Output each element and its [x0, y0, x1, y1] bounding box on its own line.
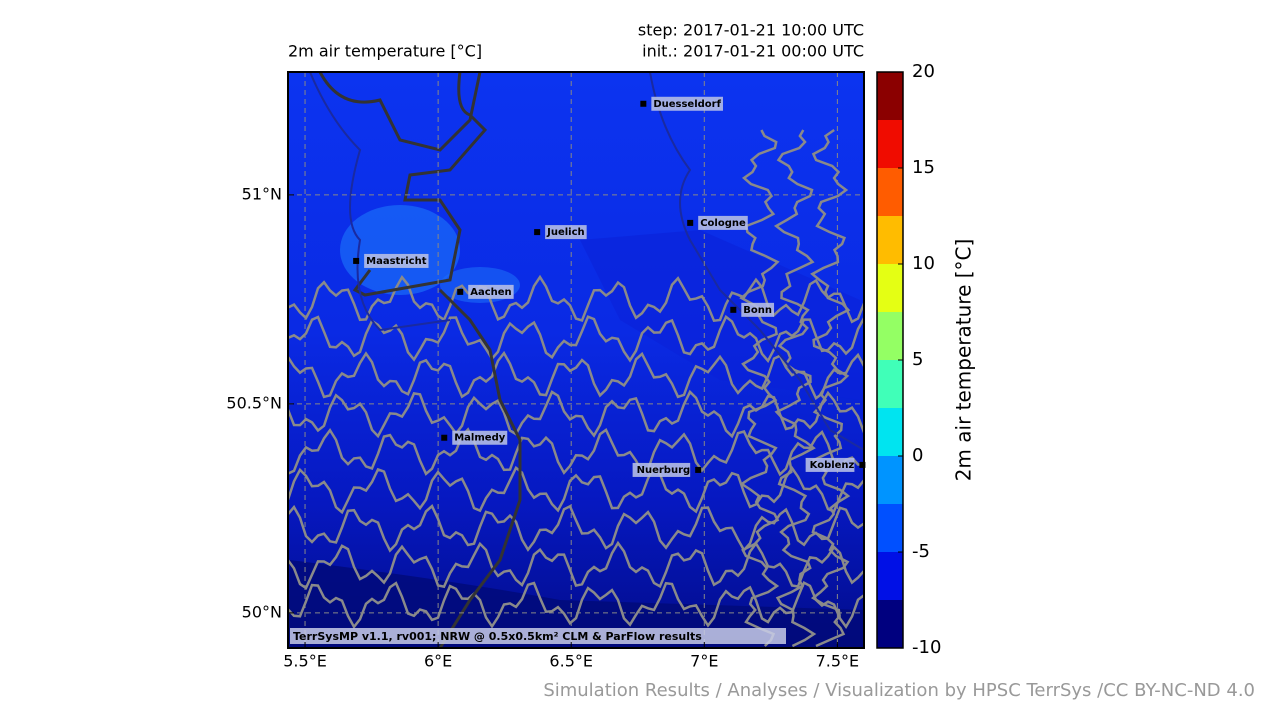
colorbar-band: [877, 312, 903, 360]
footnote-box: [290, 628, 786, 644]
city-label-box: [468, 284, 514, 299]
colorbar-band: [877, 72, 903, 120]
city-label: Maastricht: [366, 256, 427, 267]
step: step: 2017-01-21 10:00 UTC: [638, 21, 864, 40]
city-marker: [687, 219, 694, 226]
title: 2m air temperature [°C]: [288, 42, 482, 61]
city-label: Juelich: [546, 227, 585, 238]
colorbar-band: [877, 216, 903, 264]
city-label: Duesseldorf: [653, 99, 721, 110]
city-marker: [534, 229, 541, 236]
lon-tick-label: 5.5°E: [283, 652, 327, 671]
contours: [288, 128, 864, 648]
colorbar-band: [877, 120, 903, 168]
shade: [288, 560, 864, 648]
lat-tick-label: 50.5°N: [226, 393, 282, 412]
contour: [288, 350, 864, 401]
city-marker: [353, 257, 360, 264]
lat-tick-label: 50°N: [242, 602, 282, 621]
colorbar-tick-label: 10: [912, 253, 935, 274]
city-marker: [730, 306, 737, 313]
colorbar-tick-label: -5: [912, 541, 930, 562]
city-marker: [441, 434, 448, 441]
city-label: Malmedy: [454, 433, 505, 444]
city-label-box: [452, 430, 508, 445]
init: init.: 2017-01-21 00:00 UTC: [642, 42, 864, 61]
city-label-box: [805, 457, 855, 472]
colorbar-tick-label: 5: [912, 349, 923, 370]
colorbar-tick-label: 20: [912, 61, 935, 82]
lon-tick-label: 6°E: [424, 652, 452, 671]
colorbar-band: [877, 408, 903, 456]
border: [318, 72, 522, 648]
contour: [288, 314, 864, 364]
contour: [288, 540, 864, 590]
contour: [739, 129, 780, 647]
contour: [810, 128, 851, 648]
lon-tick-label: 7.5°E: [816, 652, 860, 671]
map-frame: [287, 71, 865, 649]
city-label-box: [651, 96, 723, 111]
cities: Duesseldorf Juelich Cologne Maastricht Aache…: [353, 96, 866, 477]
colorbar-band: [877, 600, 903, 648]
city-label: Cologne: [700, 218, 746, 229]
contour: [288, 580, 864, 630]
city-label: Nuerburg: [637, 465, 691, 476]
map: [288, 72, 864, 648]
colorbar-band: [877, 360, 903, 408]
lon-tick-label: 7°E: [690, 652, 718, 671]
contour: [773, 129, 817, 648]
city-label-box: [545, 225, 587, 240]
colorbar-band: [877, 456, 903, 504]
contour: [288, 465, 864, 515]
footnote: TerrSysMP v1.1, rv001; NRW @ 0.5x0.5km² …: [293, 630, 702, 643]
city-label: Bonn: [743, 305, 772, 316]
colorbar-band: [877, 552, 903, 600]
colorbar-label: 2m air temperature [°C]: [952, 239, 976, 482]
contour: [288, 389, 864, 439]
city-marker: [640, 100, 647, 107]
colorbar-band: [877, 504, 903, 552]
colorbar-tick-label: 0: [912, 445, 923, 466]
city-label: Koblenz: [810, 460, 855, 471]
contour: [288, 427, 864, 477]
city-label-box: [632, 462, 691, 477]
city-label-box: [698, 215, 748, 230]
colorbar: -10 -5 0 5 10 15 20: [876, 61, 941, 658]
city-marker: [695, 466, 702, 473]
credit: Simulation Results / Analyses / Visualiz…: [543, 680, 1255, 701]
city-marker: [457, 288, 464, 295]
city-marker: [859, 461, 866, 468]
city-label-box: [364, 253, 429, 268]
grid: [288, 72, 864, 648]
city-label-box: [741, 302, 775, 317]
city-label: Aachen: [470, 287, 511, 298]
colorbar-tick-label: 15: [912, 157, 935, 178]
lat-tick-label: 51°N: [242, 184, 282, 203]
lon-tick-label: 6.5°E: [549, 652, 593, 671]
contour: [288, 504, 864, 553]
colorbar-band: [877, 264, 903, 312]
colorbar-band: [877, 168, 903, 216]
colorbar-tick-label: -10: [912, 637, 941, 658]
